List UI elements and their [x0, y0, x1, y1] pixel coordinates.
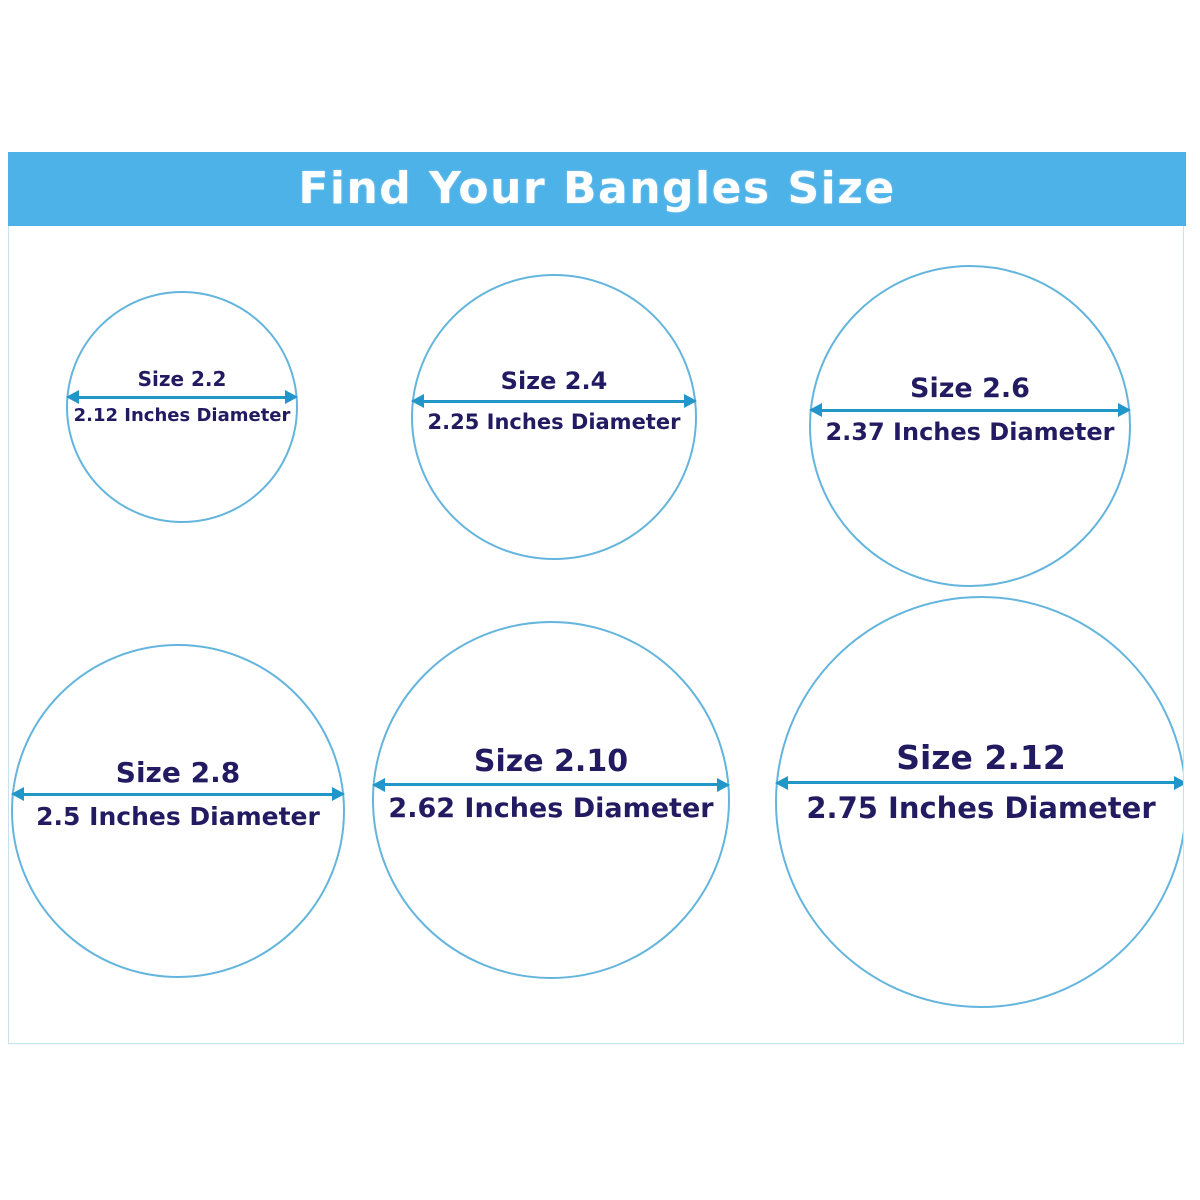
diameter-arrow-2-2: [66, 390, 298, 404]
size-item-2-6: Size 2.6 2.37 Inches Diameter: [809, 265, 1131, 587]
arrow-line: [418, 399, 690, 403]
circle-outline-2-6: [809, 265, 1131, 587]
circle-outline-2-2: [66, 291, 298, 523]
diameter-label-2-12: 2.75 Inches Diameter: [806, 790, 1156, 825]
diameter-arrow-2-12: [775, 775, 1183, 790]
size-label-2-2: Size 2.2: [137, 367, 227, 391]
arrow-right-icon: [684, 394, 697, 409]
diameter-label-2-6: 2.37 Inches Diameter: [825, 418, 1115, 447]
circle-outline-2-10: [372, 621, 730, 979]
diameter-label-2-4: 2.25 Inches Diameter: [427, 410, 681, 435]
arrow-left-icon: [809, 403, 822, 418]
measurement-2-4: Size 2.4 2.25 Inches Diameter: [411, 367, 697, 435]
size-label-2-10: Size 2.10: [473, 744, 629, 779]
diameter-label-2-8: 2.5 Inches Diameter: [36, 802, 320, 832]
arrow-line: [18, 792, 338, 796]
size-chart-card: Find Your Bangles Size Size 2.2 2.12 Inc…: [8, 152, 1186, 1044]
diameter-arrow-2-6: [809, 403, 1131, 418]
circle-outline-2-12: [775, 596, 1183, 1008]
arrow-right-icon: [285, 390, 298, 404]
size-item-2-10: Size 2.10 2.62 Inches Diameter: [372, 621, 730, 979]
arrow-right-icon: [1118, 403, 1131, 418]
arrow-line: [782, 781, 1180, 785]
size-label-2-8: Size 2.8: [115, 756, 241, 789]
measurement-2-12: Size 2.12 2.75 Inches Diameter: [775, 738, 1183, 825]
diameter-arrow-2-8: [11, 787, 345, 802]
arrow-left-icon: [775, 775, 788, 790]
diameter-arrow-2-10: [372, 777, 730, 792]
arrow-left-icon: [372, 777, 385, 792]
arrow-right-icon: [332, 787, 345, 802]
circle-outline-2-4: [411, 274, 697, 560]
arrow-right-icon: [1174, 775, 1183, 790]
measurement-2-6: Size 2.6 2.37 Inches Diameter: [809, 373, 1131, 447]
arrow-left-icon: [11, 787, 24, 802]
arrow-line: [379, 783, 723, 786]
size-item-2-12: Size 2.12 2.75 Inches Diameter: [775, 596, 1183, 1008]
diameter-label-2-10: 2.62 Inches Diameter: [388, 792, 714, 824]
measurement-2-10: Size 2.10 2.62 Inches Diameter: [372, 746, 730, 823]
size-label-2-6: Size 2.6: [910, 373, 1030, 404]
arrow-left-icon: [66, 390, 79, 404]
size-label-2-4: Size 2.4: [500, 367, 608, 395]
size-item-2-4: Size 2.4 2.25 Inches Diameter: [411, 274, 697, 560]
circles-plate: Size 2.2 2.12 Inches Diameter Size 2.4: [9, 227, 1183, 1043]
measurement-2-8: Size 2.8 2.5 Inches Diameter: [11, 758, 345, 831]
size-label-2-12: Size 2.12: [896, 738, 1066, 777]
arrow-line: [73, 395, 291, 399]
size-item-2-8: Size 2.8 2.5 Inches Diameter: [11, 644, 345, 978]
circle-outline-2-8: [11, 644, 345, 978]
size-item-2-2: Size 2.2 2.12 Inches Diameter: [66, 291, 298, 523]
page-title: Find Your Bangles Size: [298, 163, 896, 214]
arrow-left-icon: [411, 394, 424, 409]
chart-header: Find Your Bangles Size: [8, 152, 1186, 226]
measurement-2-2: Size 2.2 2.12 Inches Diameter: [66, 369, 298, 426]
arrow-right-icon: [717, 777, 730, 792]
diameter-arrow-2-4: [411, 394, 697, 409]
diameter-label-2-2: 2.12 Inches Diameter: [73, 405, 291, 426]
arrow-line: [816, 408, 1124, 412]
